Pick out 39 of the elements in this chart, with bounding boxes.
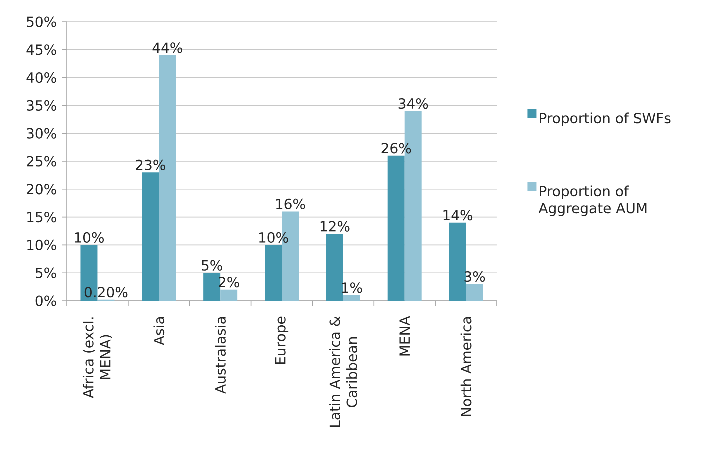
y-tick-label: 35% (27, 100, 56, 111)
data-label: 14% (444, 210, 473, 221)
y-tick-label: 15% (28, 212, 56, 223)
y-tick-label: 5% (36, 268, 56, 278)
data-label: 10% (259, 232, 288, 243)
data-label: 5% (202, 260, 222, 271)
y-tick-label: 25% (27, 156, 56, 167)
y-tick-label: 45% (26, 44, 56, 56)
data-label: 34% (398, 98, 428, 110)
x-tick-label: Asia (154, 317, 165, 346)
bar (220, 290, 238, 301)
data-label: 23% (136, 160, 166, 170)
bar (265, 245, 282, 301)
data-label: 44% (152, 42, 182, 54)
x-tick-label: Australasia (215, 317, 226, 394)
y-tick-label: 20% (27, 184, 56, 195)
bar (388, 156, 405, 301)
y-tick-label: 30% (27, 128, 56, 139)
y-tick-label: 40% (26, 72, 56, 84)
data-label: 16% (276, 198, 306, 210)
bar (343, 295, 360, 301)
bar (449, 222, 466, 301)
x-tick-label: North America (460, 317, 472, 416)
y-tick-label: 10% (28, 240, 56, 250)
legend-label: Proportion of SWFs (540, 112, 671, 126)
bar (142, 172, 160, 301)
x-tick-label: MENA (400, 316, 410, 356)
data-label: 26% (382, 143, 412, 154)
bar (204, 273, 221, 301)
x-tick-label: Latin America & Caribbean (330, 316, 358, 428)
y-tick-label: 50% (27, 16, 56, 28)
data-label: 10% (75, 232, 104, 243)
bar (326, 234, 344, 301)
y-tick-label: 0% (36, 296, 56, 306)
bar (466, 284, 484, 301)
legend-label: Proportion of Aggregate AUM (538, 186, 647, 216)
data-label: 12% (320, 221, 350, 232)
x-tick-label: Africa (excl. MENA) (82, 318, 112, 398)
x-tick-label: Europe (275, 316, 289, 364)
